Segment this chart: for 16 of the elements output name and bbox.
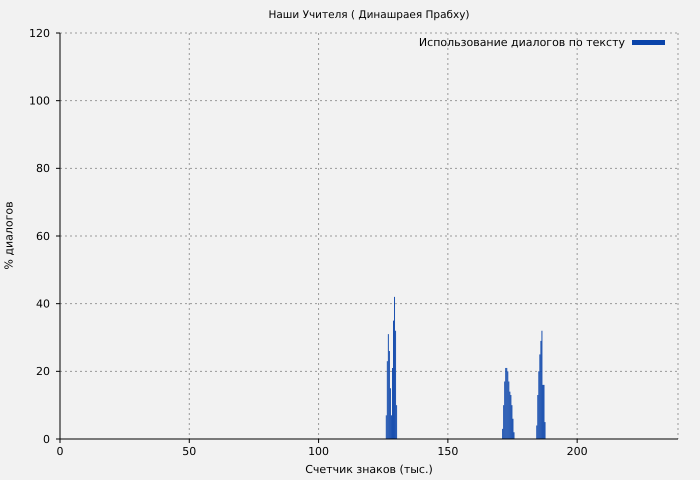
y-axis-title: % диалогов [2, 201, 16, 270]
x-tick-label: 100 [308, 444, 330, 458]
chart-title: Наши Учителя ( Динашраея Прабху) [268, 9, 470, 21]
y-tick-label: 60 [36, 230, 50, 243]
x-tick-label: 50 [182, 444, 196, 458]
y-tick-label: 120 [29, 26, 50, 40]
x-axis-title: Счетчик знаков (тыс.) [305, 463, 433, 476]
y-tick-label: 0 [43, 432, 50, 446]
x-tick-label: 200 [566, 444, 588, 458]
y-tick-label: 40 [36, 298, 50, 311]
y-tick-label: 100 [29, 94, 50, 108]
x-tick-label: 150 [437, 444, 458, 458]
legend-label: Использование диалогов по тексту [418, 36, 625, 49]
x-tick-label: 0 [56, 444, 64, 458]
y-tick-label: 80 [36, 162, 50, 176]
y-tick-label: 20 [36, 365, 50, 378]
